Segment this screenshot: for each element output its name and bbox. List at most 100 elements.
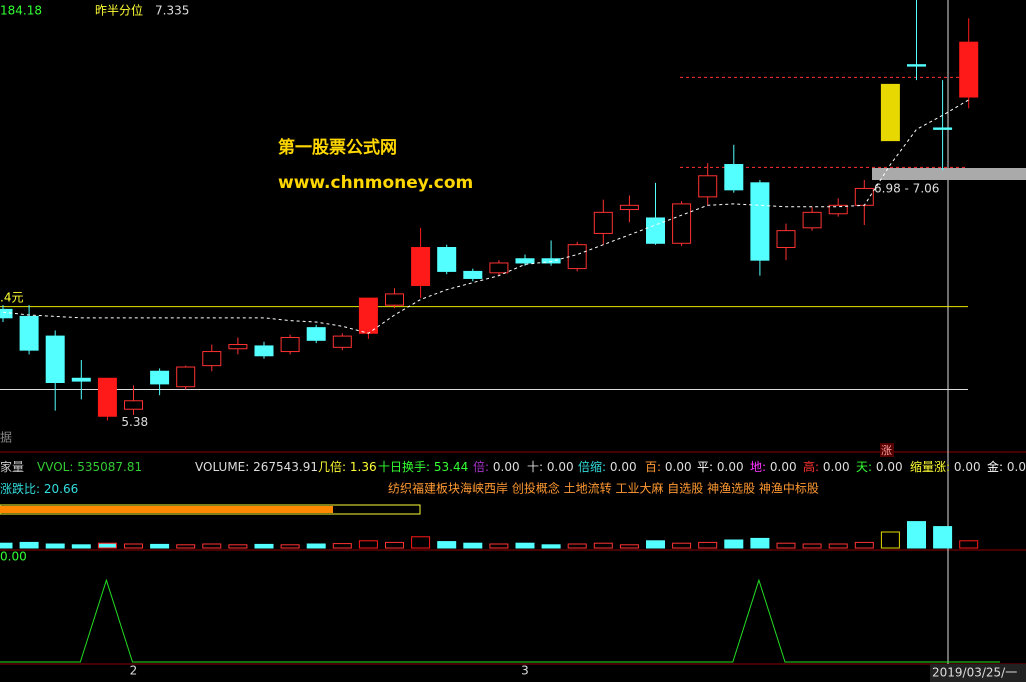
candle-body xyxy=(698,175,718,198)
candle-body xyxy=(776,230,796,248)
candle-body xyxy=(802,211,822,229)
readout-value: 1.36 xyxy=(350,460,377,474)
readout-value: 0.00 xyxy=(493,460,520,474)
readout: 十: 0.00 xyxy=(527,460,574,474)
readout-label: 倍: xyxy=(473,459,489,474)
low-label: 5.38 xyxy=(121,415,148,429)
readout-label: 高: xyxy=(803,459,819,474)
volume-bar xyxy=(854,541,874,549)
readout: 家量 xyxy=(0,459,24,474)
x-tick-label: 2 xyxy=(130,664,138,678)
volume-bar xyxy=(672,542,692,549)
candle-body xyxy=(828,204,848,215)
concepts: 纺织福建板块海峡西岸 创投概念 土地流转 工业大麻 自选股 神渔选股 神渔中标股 xyxy=(388,481,819,496)
ref-value: 7.335 xyxy=(155,4,189,18)
volume-bar xyxy=(933,526,953,549)
level-note: .4元 xyxy=(0,291,23,305)
candle-body xyxy=(176,366,196,388)
volume-bar xyxy=(437,541,457,549)
readout-label: 倍缩: xyxy=(578,459,606,474)
volume-bar xyxy=(124,543,143,549)
volume-bar xyxy=(646,540,665,549)
readout: VVOL: 535087.81 xyxy=(37,460,142,474)
volume-bar xyxy=(750,537,770,549)
candle-body xyxy=(959,41,979,98)
readout-value: 0.00 xyxy=(717,460,744,474)
volume-bar xyxy=(619,544,639,549)
readout-value: 0.00 xyxy=(1007,460,1026,474)
readout: 高: 0.00 xyxy=(803,459,850,474)
date-box xyxy=(930,664,1026,682)
volume-bar xyxy=(489,543,509,549)
volume-bar xyxy=(150,543,170,549)
candle-body xyxy=(515,258,535,264)
readout: 几倍: 1.36 xyxy=(318,459,377,474)
readout: 天: 0.00 xyxy=(856,460,903,474)
volume-bar xyxy=(828,543,848,549)
readout-value: 0.00 xyxy=(770,460,797,474)
volume-bar xyxy=(358,540,378,549)
watermark-url: www.chnmoney.com xyxy=(278,173,473,193)
readout-value: 53.44 xyxy=(434,460,468,474)
candle-body xyxy=(124,400,143,410)
progress-fill xyxy=(0,506,333,513)
panel-name: 涨跌比: xyxy=(0,481,40,496)
volume-bar xyxy=(880,531,900,549)
readout-value: 535087.81 xyxy=(77,460,142,474)
volume-bar xyxy=(541,544,561,549)
candle-body xyxy=(280,337,300,353)
range-note: 6.98 - 7.06 xyxy=(874,182,939,196)
panel-name: 涨跌比: 20.66 xyxy=(0,481,78,496)
candle-body xyxy=(202,351,222,367)
readout: 地: 0.00 xyxy=(750,460,797,474)
candle-body xyxy=(933,127,953,130)
volume-bar xyxy=(0,542,13,549)
candle-body xyxy=(358,297,378,334)
candle-body xyxy=(385,293,404,306)
volume-bar xyxy=(176,544,196,549)
readout-label: 家量 xyxy=(0,459,24,474)
candle-body xyxy=(880,83,900,142)
volume-bar xyxy=(724,539,744,549)
volume-bar xyxy=(776,542,796,549)
volume-bar xyxy=(202,543,222,549)
volume-bar xyxy=(45,543,65,549)
readout-label: 金: xyxy=(987,459,1003,474)
watermark: 第一股票公式网 xyxy=(278,137,397,158)
readout-value: 0.00 xyxy=(610,460,637,474)
readout: VOLUME: 267543.91 xyxy=(195,460,318,474)
readout: 平: 0.00 xyxy=(697,460,744,474)
volume-bar xyxy=(254,543,274,549)
candle-body xyxy=(646,217,665,244)
candle-body xyxy=(228,344,248,350)
candle-body xyxy=(71,377,91,382)
readout: 倍缩: 0.00 xyxy=(578,459,637,474)
candle-body xyxy=(854,187,874,206)
price-label: 184.18 xyxy=(0,4,42,18)
readout: 百: 0.00 xyxy=(645,460,692,474)
volume-bar xyxy=(306,543,326,549)
candle-body xyxy=(411,247,431,286)
candle-body xyxy=(0,308,13,319)
indicator-line xyxy=(0,578,1000,663)
candle-body xyxy=(750,182,770,261)
volume-bar xyxy=(463,542,483,549)
volume-bar xyxy=(567,543,587,549)
readout-value: 0.00 xyxy=(665,460,692,474)
readout-value: 0.00 xyxy=(876,460,903,474)
readout-label: 几倍: xyxy=(318,459,346,474)
readout-label: 天: xyxy=(856,460,872,474)
candle-body xyxy=(541,258,561,264)
readout-value: 0.00 xyxy=(823,460,850,474)
readout-label: 缩量涨: xyxy=(910,459,950,474)
candle-body xyxy=(19,315,39,351)
date-label: 2019/03/25/一 xyxy=(932,666,1017,680)
readout-label: 十: xyxy=(527,460,543,474)
ref-label: 昨半分位 xyxy=(95,3,143,18)
candle-body xyxy=(150,370,170,385)
rise-flag: 涨 xyxy=(881,444,892,457)
candle-body xyxy=(724,164,744,191)
panel-value: 0.00 xyxy=(0,550,27,564)
